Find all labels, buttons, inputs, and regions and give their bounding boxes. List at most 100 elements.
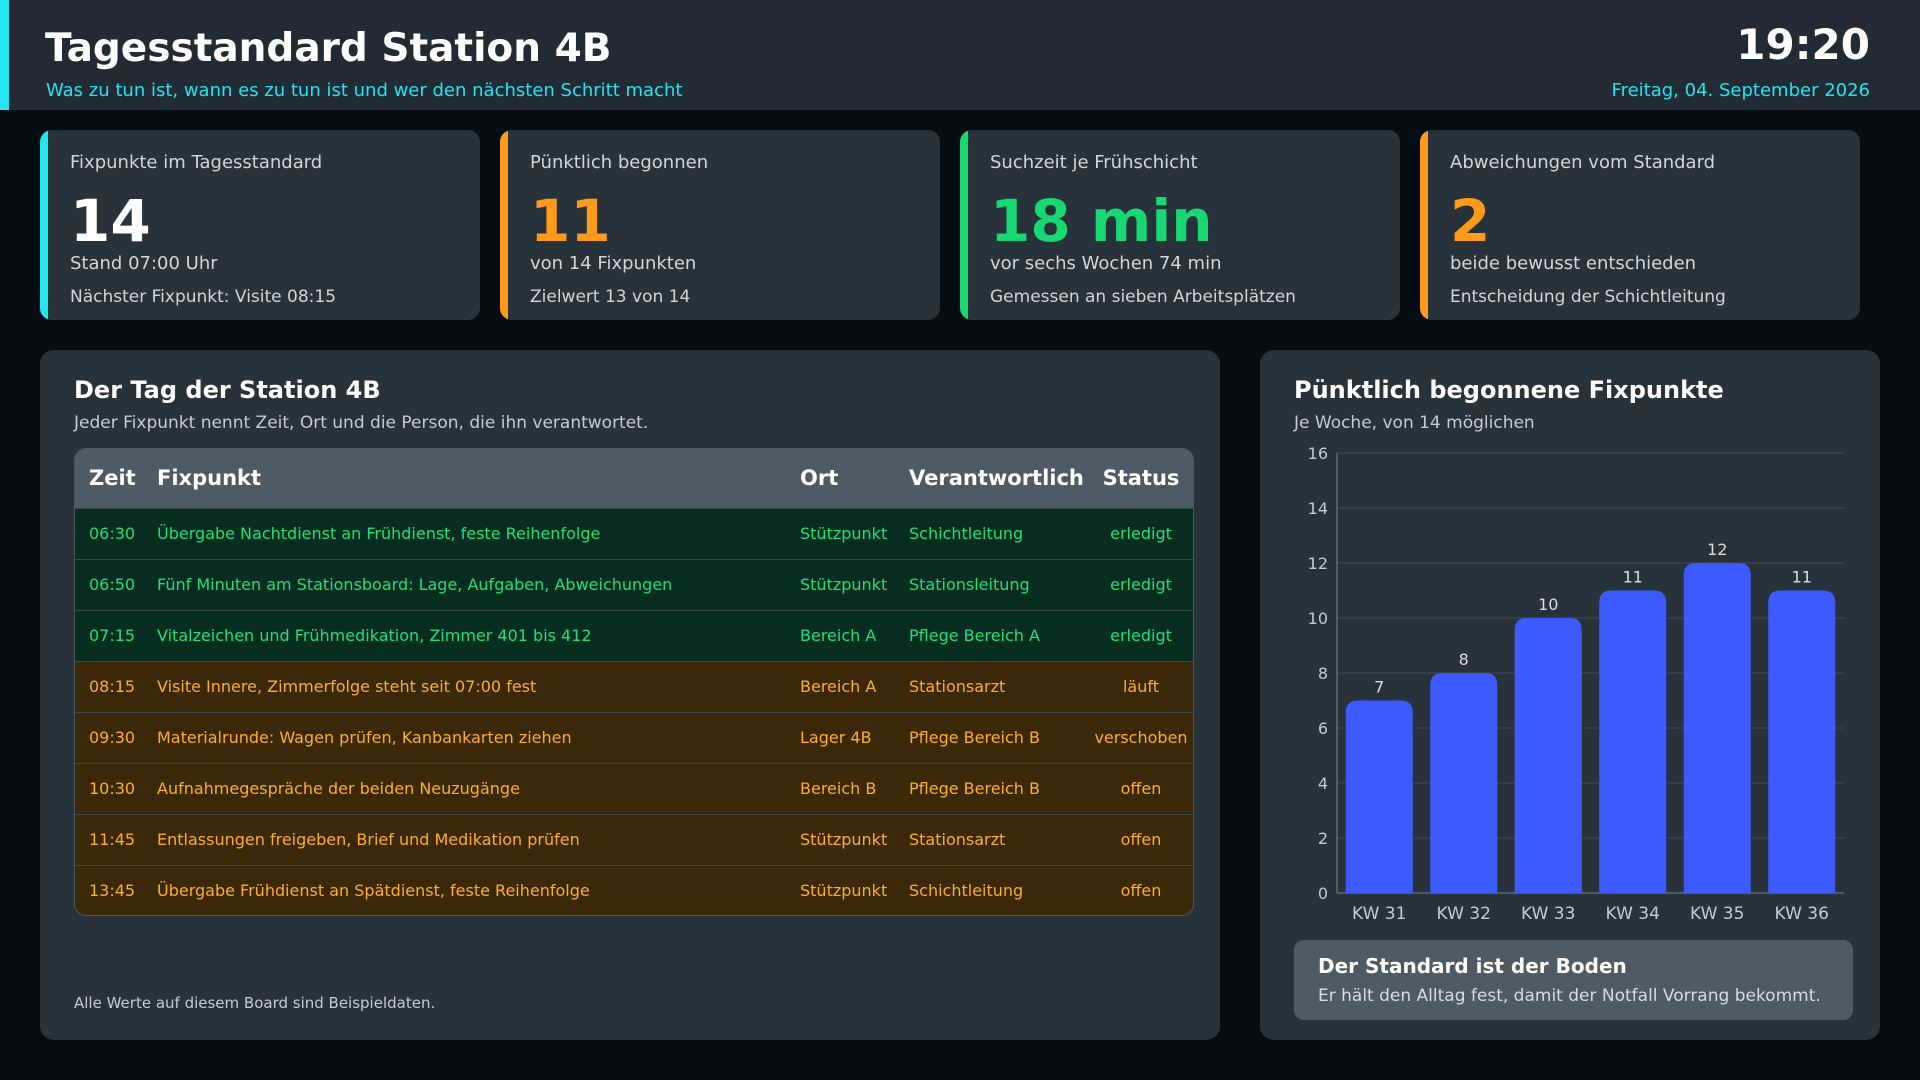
x-tick-label: KW 33	[1521, 904, 1575, 924]
table-row[interactable]: 07:15 Vitalzeichen und Frühmedikation, Z…	[75, 610, 1193, 661]
cell-status: offen	[1120, 779, 1162, 798]
cell-task: Vitalzeichen und Frühmedikation, Zimmer …	[157, 626, 592, 645]
cell-status: erledigt	[1110, 575, 1172, 594]
data-label: 11	[1623, 568, 1643, 587]
note-title: Der Standard ist der Boden	[1318, 954, 1627, 978]
column-header-verantwortlich[interactable]: Verantwortlich	[909, 466, 1084, 491]
note-box: Der Standard ist der Boden Er hält den A…	[1294, 940, 1853, 1020]
cell-owner: Pflege Bereich B	[909, 728, 1040, 747]
schedule-title: Der Tag der Station 4B	[74, 376, 381, 404]
kpi-accent-bar	[1420, 130, 1428, 320]
column-header-zeit[interactable]: Zeit	[89, 466, 136, 491]
bar	[1430, 673, 1498, 893]
bar	[1683, 563, 1751, 893]
cell-status: offen	[1120, 881, 1162, 901]
kpi-detail: vor sechs Wochen 74 min	[990, 253, 1222, 274]
cell-task: Visite Innere, Zimmerfolge steht seit 07…	[157, 677, 537, 696]
y-tick-label: 6	[1318, 719, 1328, 738]
cell-task: Aufnahmegespräche der beiden Neuzugänge	[157, 779, 520, 798]
cell-owner: Stationsarzt	[909, 677, 1006, 696]
column-header-ort[interactable]: Ort	[800, 466, 839, 491]
chart-subtitle: Je Woche, von 14 möglichen	[1294, 413, 1535, 433]
table-row[interactable]: 06:30 Übergabe Nachtdienst an Frühdienst…	[75, 508, 1193, 559]
header-accent-bar	[0, 0, 9, 110]
note-text: Er hält den Alltag fest, damit der Notfa…	[1318, 986, 1821, 1006]
cell-owner: Pflege Bereich A	[909, 626, 1040, 645]
data-label: 8	[1459, 650, 1469, 669]
column-header-status[interactable]: Status	[1102, 466, 1180, 491]
cell-task: Entlassungen freigeben, Brief und Medika…	[157, 830, 580, 849]
kpi-label: Fixpunkte im Tagesstandard	[70, 152, 323, 173]
kpi-label: Suchzeit je Frühschicht	[990, 152, 1198, 173]
header: Tagesstandard Station 4B Was zu tun ist,…	[0, 0, 1920, 110]
cell-time: 08:15	[89, 677, 136, 696]
y-tick-label: 14	[1308, 499, 1328, 518]
cell-time: 06:30	[89, 524, 136, 543]
page-title: Tagesstandard Station 4B	[45, 26, 612, 71]
kpi-accent-bar	[960, 130, 968, 320]
page-subtitle: Was zu tun ist, wann es zu tun ist und w…	[46, 80, 683, 101]
y-tick-label: 4	[1318, 774, 1328, 793]
column-header-fixpunkt[interactable]: Fixpunkt	[157, 466, 262, 491]
table-row[interactable]: 10:30 Aufnahmegespräche der beiden Neuzu…	[75, 763, 1193, 814]
y-tick-label: 16	[1308, 444, 1328, 463]
bar-chart: 0 2 4 6 8 10 12 14 16 7 KW 31 8 KW 32 10 KW 33 11 KW 34 1…	[1308, 444, 1844, 924]
cell-task: Übergabe Frühdienst an Spätdienst, feste…	[157, 881, 590, 901]
cell-place: Bereich A	[800, 626, 877, 645]
data-label: 12	[1707, 540, 1727, 559]
cell-task: Übergabe Nachtdienst an Frühdienst, fest…	[157, 524, 601, 543]
y-tick-label: 10	[1308, 609, 1328, 628]
cell-owner: Schichtleitung	[909, 524, 1024, 543]
table-header-row: Zeit Fixpunkt Ort Verantwortlich Status	[75, 449, 1193, 508]
cell-place: Bereich A	[800, 677, 877, 696]
cell-place: Stützpunkt	[800, 881, 888, 901]
kpi-note: Gemessen an sieben Arbeitsplätzen	[990, 287, 1296, 307]
cell-place: Bereich B	[800, 779, 877, 798]
cell-time: 06:50	[89, 575, 136, 594]
bar	[1345, 700, 1413, 893]
cell-owner: Schichtleitung	[909, 881, 1024, 901]
kpi-detail: von 14 Fixpunkten	[530, 253, 697, 274]
cell-status: offen	[1120, 830, 1162, 849]
cell-time: 13:45	[89, 881, 136, 901]
x-tick-label: KW 31	[1352, 904, 1406, 924]
kpi-value: 2	[1450, 187, 1491, 255]
cell-status: läuft	[1122, 677, 1159, 696]
y-tick-label: 12	[1308, 554, 1328, 573]
cell-time: 07:15	[89, 626, 136, 645]
schedule-table: Zeit Fixpunkt Ort Verantwortlich Status …	[74, 448, 1194, 916]
cell-time: 09:30	[89, 728, 136, 747]
table-row[interactable]: 06:50 Fünf Minuten am Stationsboard: Lag…	[75, 559, 1193, 610]
kpi-accent-bar	[40, 130, 48, 320]
clock: 19:20	[1736, 20, 1870, 69]
cell-owner: Stationsleitung	[909, 575, 1030, 594]
kpi-note: Nächster Fixpunkt: Visite 08:15	[70, 287, 337, 307]
kpi-card-puenktlich: Pünktlich begonnen 11 von 14 Fixpunkten …	[500, 130, 940, 320]
chart-title: Pünktlich begonnene Fixpunkte	[1294, 376, 1724, 404]
y-tick-label: 8	[1318, 664, 1328, 683]
data-label: 10	[1538, 595, 1558, 614]
x-tick-label: KW 32	[1437, 904, 1491, 924]
cell-task: Fünf Minuten am Stationsboard: Lage, Auf…	[157, 575, 673, 594]
kpi-value: 11	[530, 187, 611, 255]
kpi-note: Zielwert 13 von 14	[530, 287, 691, 307]
schedule-panel: Der Tag der Station 4B Jeder Fixpunkt ne…	[40, 350, 1220, 1040]
kpi-value: 14	[70, 187, 151, 255]
table-row[interactable]: 09:30 Materialrunde: Wagen prüfen, Kanba…	[75, 712, 1193, 763]
cell-status: erledigt	[1110, 626, 1172, 645]
table-row[interactable]: 13:45 Übergabe Frühdienst an Spätdienst,…	[75, 865, 1193, 915]
kpi-note: Entscheidung der Schichtleitung	[1450, 287, 1726, 307]
schedule-subtitle: Jeder Fixpunkt nennt Zeit, Ort und die P…	[74, 413, 649, 433]
kpi-value: 18 min	[990, 187, 1213, 255]
x-tick-label: KW 36	[1775, 904, 1829, 924]
cell-place: Stützpunkt	[800, 524, 888, 543]
cell-owner: Stationsarzt	[909, 830, 1006, 849]
footnote: Alle Werte auf diesem Board sind Beispie…	[74, 994, 436, 1012]
x-tick-label: KW 35	[1690, 904, 1744, 924]
bar	[1514, 618, 1582, 893]
bar	[1768, 590, 1836, 893]
y-tick-label: 0	[1318, 884, 1328, 903]
table-row[interactable]: 08:15 Visite Innere, Zimmerfolge steht s…	[75, 661, 1193, 712]
cell-owner: Pflege Bereich B	[909, 779, 1040, 798]
table-row[interactable]: 11:45 Entlassungen freigeben, Brief und …	[75, 814, 1193, 865]
